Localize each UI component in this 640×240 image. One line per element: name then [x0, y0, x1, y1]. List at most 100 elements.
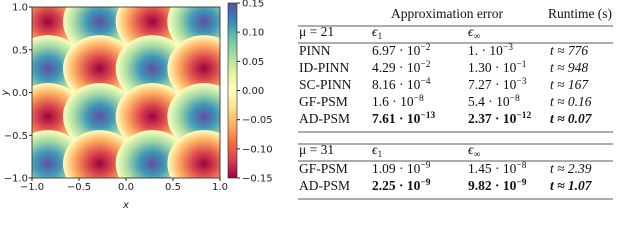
epsilon-inf: 1. · 10−3: [468, 43, 513, 58]
y-tick-label: −1.0: [4, 174, 28, 185]
mantissa: 1.6 · 10: [372, 94, 414, 109]
exponent: −8: [516, 161, 526, 171]
epsilon-1: 7.61 · 10−13: [372, 111, 436, 126]
exponent: −3: [503, 43, 513, 53]
x-tick-label: 0.5: [165, 182, 181, 193]
colorbar-tick-label: 0.00: [242, 86, 264, 97]
heatmap-cell: [167, 130, 220, 178]
exponent: −9: [420, 178, 430, 188]
x-tick-label: −0.5: [67, 182, 91, 193]
mantissa: 7.61 · 10: [372, 111, 421, 126]
epsilon-1: 2.25 · 10−9: [372, 178, 431, 193]
mu-label: μ = 21: [299, 24, 334, 39]
colorbar: [227, 2, 238, 179]
mantissa: 2.25 · 10: [372, 178, 421, 193]
method: PINN: [299, 43, 331, 58]
heatmap-field: [32, 7, 220, 178]
method: ID-PINN: [299, 60, 349, 75]
epsilon-inf: 5.4 · 10−8: [468, 94, 520, 109]
header-group: Approximation error: [391, 6, 504, 21]
symbol: ϵ: [372, 24, 378, 39]
heatmap-cell: [115, 35, 189, 102]
y-tick-label: 0.0: [12, 88, 28, 99]
x-tick-label: 1.0: [212, 182, 228, 193]
runtime: t ≈ 167: [550, 77, 589, 92]
colorbar-tick-label: 0.05: [242, 57, 264, 68]
exponent: −4: [420, 77, 430, 87]
heatmap-cell: [63, 35, 137, 102]
epsilon-inf: 1.45 · 10−8: [468, 161, 527, 176]
method: AD-PSM: [299, 111, 350, 126]
x-tick-label: 0.0: [118, 182, 134, 193]
exponent: −8: [510, 94, 520, 104]
symbol: ϵ: [468, 24, 474, 39]
mantissa: 4.29 · 10: [372, 60, 421, 75]
mantissa: 9.82 · 10: [468, 178, 517, 193]
epsilon-inf: 1.30 · 10−1: [468, 60, 527, 75]
y-tick-label: 1.0: [12, 3, 28, 14]
heatmap-cell: [115, 83, 189, 150]
mantissa: 1.09 · 10: [372, 161, 421, 176]
mantissa: 6.97 · 10: [372, 43, 421, 58]
mantissa: 2.37 · 10: [468, 111, 517, 126]
exponent: −3: [516, 77, 526, 87]
runtime: t ≈ 0.16: [550, 94, 592, 109]
header-runtime: Runtime (s): [548, 6, 612, 21]
heatmap-cell: [63, 83, 137, 150]
mantissa: 1. · 10: [468, 43, 503, 58]
exponent: −2: [420, 60, 430, 70]
exponent: −1: [516, 60, 526, 70]
column-header: ϵ∞: [468, 142, 480, 160]
mantissa: 5.4 · 10: [468, 94, 510, 109]
exponent: −9: [420, 161, 430, 171]
subscript: ∞: [473, 32, 480, 42]
runtime: t ≈ 2.39: [550, 161, 592, 176]
column-header: ϵ∞: [468, 24, 480, 42]
method: GF-PSM: [299, 161, 348, 176]
mu-label: μ = 31: [299, 142, 334, 157]
epsilon-1: 1.09 · 10−9: [372, 161, 431, 176]
runtime: t ≈ 776: [550, 43, 588, 58]
mantissa: 7.27 · 10: [468, 77, 517, 92]
runtime: t ≈ 1.07: [550, 178, 593, 193]
exponent: −12: [516, 111, 531, 121]
colorbar-tick-label: −0.15: [242, 174, 273, 185]
epsilon-1: 1.6 · 10−8: [372, 94, 424, 109]
colorbar-tick-label: 0.10: [242, 28, 264, 39]
epsilon-1: 4.29 · 10−2: [372, 60, 431, 75]
x-axis-label: x: [122, 200, 129, 211]
method: AD-PSM: [299, 178, 350, 193]
colorbar-tick-label: 0.15: [242, 0, 264, 10]
y-tick-label: −0.5: [4, 131, 28, 142]
exponent: −13: [420, 111, 435, 121]
mantissa: 1.45 · 10: [468, 161, 517, 176]
colorbar-tick-label: −0.10: [242, 144, 273, 155]
epsilon-inf: 2.37 · 10−12: [468, 111, 532, 126]
runtime: t ≈ 948: [550, 60, 588, 75]
epsilon-1: 6.97 · 10−2: [372, 43, 431, 58]
column-header: ϵ1: [372, 24, 382, 42]
epsilon-inf: 7.27 · 10−3: [468, 77, 527, 92]
runtime: t ≈ 0.07: [550, 111, 593, 126]
epsilon-inf: 9.82 · 10−9: [468, 178, 527, 193]
x-tick-label: −1.0: [20, 182, 44, 193]
column-header: ϵ1: [372, 142, 382, 160]
subscript: 1: [377, 32, 382, 42]
exponent: −2: [420, 43, 430, 53]
epsilon-1: 8.16 · 10−4: [372, 77, 431, 92]
subscript: 1: [377, 150, 382, 160]
mantissa: 1.30 · 10: [468, 60, 517, 75]
heatmap-panel: −1.0 −0.5 0.0 0.5 1.0 −1.0 −0.5 0.0 0.5 1.0 x y 0.15…: [0, 0, 273, 211]
symbol: ϵ: [372, 142, 378, 157]
subscript: ∞: [473, 150, 480, 160]
colorbar-tick-label: −0.05: [242, 115, 273, 126]
y-tick-label: 0.5: [12, 45, 28, 56]
exponent: −9: [516, 178, 526, 188]
results-table: Approximation error Runtime (s)μ = 21 ϵ1 ϵ∞…: [298, 6, 613, 200]
figure: −1.0 −0.5 0.0 0.5 1.0 −1.0 −0.5 0.0 0.5 1.0 x y 0.15…: [0, 0, 613, 211]
symbol: ϵ: [468, 142, 474, 157]
method: GF-PSM: [299, 94, 348, 109]
mantissa: 8.16 · 10: [372, 77, 421, 92]
y-axis-label: y: [0, 88, 11, 96]
method: SC-PINN: [299, 77, 352, 92]
